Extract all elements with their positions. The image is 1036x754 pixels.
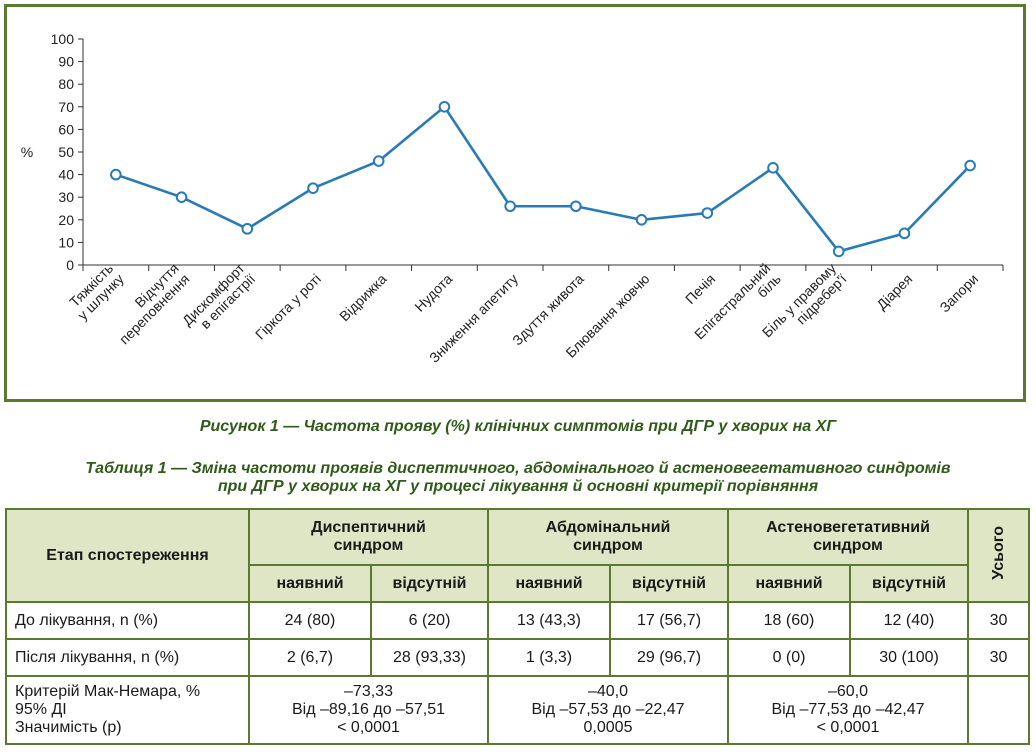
y-tick-label: 40 [58, 167, 74, 183]
x-tick-label: Запори [936, 271, 981, 316]
table-cell: 30 (100) [849, 638, 970, 677]
subheader-present: наявний [487, 564, 611, 603]
group-header-abdominal: Абдомінальний синдром [486, 508, 730, 566]
subheader-present: наявний [727, 564, 852, 603]
subheader-absent: відсутній [370, 564, 489, 603]
table-cell: 0 (0) [727, 638, 852, 677]
figure-caption: Рисунок 1 — Частота прояву (%) клінічних… [199, 418, 837, 435]
y-tick-label: 10 [58, 234, 74, 250]
data-table: Етап спостереження Диспептичний синдром А… [5, 508, 1031, 745]
data-point [701, 207, 714, 219]
group-header-astheno: Астеновегетативний синдром [727, 508, 970, 566]
x-tick-label-line: Гіркота у роті [252, 271, 324, 343]
table-cell: 18 (60) [727, 601, 852, 640]
table-cell: 30 [967, 601, 1031, 640]
y-axis-label: % [21, 144, 33, 160]
data-point [438, 101, 451, 113]
x-tick-label: Дискомфортв епігастрії [179, 260, 259, 340]
x-tick-label-line: Нудота [411, 270, 455, 314]
subheader-present: наявний [248, 564, 372, 603]
data-point [570, 200, 582, 213]
y-tick-label: 50 [58, 144, 74, 160]
y-tick-label: 0 [66, 257, 74, 273]
x-tick-label-line: Печія [682, 271, 718, 307]
table-caption-line1: Таблиця 1 — Зміна частоти проявів диспеп… [85, 460, 951, 477]
data-point [372, 155, 385, 167]
x-tick-label: Печія [682, 271, 718, 307]
criteria-abdominal: –40,0 Від –57,53 до –22,47 0,0005 [486, 675, 730, 745]
y-tick-label: 20 [58, 212, 74, 228]
x-tick-label: Діарея [873, 271, 915, 313]
data-point [241, 223, 254, 235]
table-cell: 28 (93,33) [370, 638, 489, 677]
row-label: До лікування, n (%) [5, 601, 250, 640]
table-cell: 17 (56,7) [608, 601, 730, 640]
y-tick-label: 100 [51, 31, 75, 47]
total-header: Усього [967, 508, 1031, 603]
criteria-label: Критерій Мак-Немара, % 95% ДІ Значимість… [5, 675, 250, 745]
table-cell: 13 (43,3) [487, 601, 611, 640]
x-tick-label: Відчуттяпереповнення [105, 260, 192, 347]
x-tick-label: Відрижка [336, 270, 390, 324]
stage-header: Етап спостереження [5, 508, 250, 603]
data-point [898, 227, 911, 240]
criteria-astheno: –60,0 Від –77,53 до –42,47 < 0,0001 [727, 675, 970, 745]
chart-frame: 0 10 20 30 40 50 60 70 80 90 100% Тяжкістьу шлунку В… [4, 4, 1026, 402]
subheader-absent: відсутній [608, 564, 730, 603]
data-point [767, 162, 779, 174]
y-tick-label: 90 [58, 54, 74, 70]
table-row: До лікування, n (%) 24 (80) 6 (20) 13 (4… [5, 601, 1031, 640]
data-point [832, 245, 845, 258]
data-point [110, 168, 122, 181]
x-tick-label: Гіркота у роті [252, 271, 324, 343]
y-tick-label: 80 [58, 76, 74, 92]
x-tick-label-line: Відрижка [336, 270, 390, 324]
data-point [504, 200, 516, 213]
data-point [175, 191, 188, 203]
subheader-absent: відсутній [849, 564, 970, 603]
data-point [307, 182, 319, 194]
table-cell: 24 (80) [248, 601, 372, 640]
x-tick-label: Нудота [411, 270, 455, 314]
x-tick-label-line: Діарея [873, 271, 915, 313]
series-line [115, 105, 972, 253]
data-point [964, 159, 976, 172]
table-caption: Таблиця 1 — Зміна частоти проявів диспеп… [0, 460, 1036, 496]
table-row: Критерій Мак-Немара, % 95% ДІ Значимість… [5, 675, 1031, 745]
y-tick-label: 60 [58, 121, 74, 137]
y-tick-label: 70 [58, 99, 74, 115]
table-cell: 6 (20) [370, 601, 489, 640]
criteria-dyspeptic: –73,33 Від –89,16 до –57,51 < 0,0001 [248, 675, 489, 745]
group-header-dyspeptic: Диспептичний синдром [248, 508, 489, 566]
table-cell: 1 (3,3) [487, 638, 611, 677]
table-caption-line2: при ДГР у хворих на ХГ у процесі лікуван… [217, 478, 819, 495]
table-cell: 12 (40) [849, 601, 970, 640]
data-point [635, 214, 648, 226]
table-cell: 29 (96,7) [608, 638, 730, 677]
x-tick-label-line: Запори [936, 271, 981, 316]
table-row: Після лікування, n (%) 2 (6,7) 28 (93,33… [5, 638, 1031, 677]
criteria-total-empty [967, 675, 1031, 745]
table-cell: 2 (6,7) [248, 638, 372, 677]
table-cell: 30 [967, 638, 1031, 677]
y-tick-label: 30 [58, 189, 74, 205]
row-label: Після лікування, n (%) [5, 638, 250, 677]
